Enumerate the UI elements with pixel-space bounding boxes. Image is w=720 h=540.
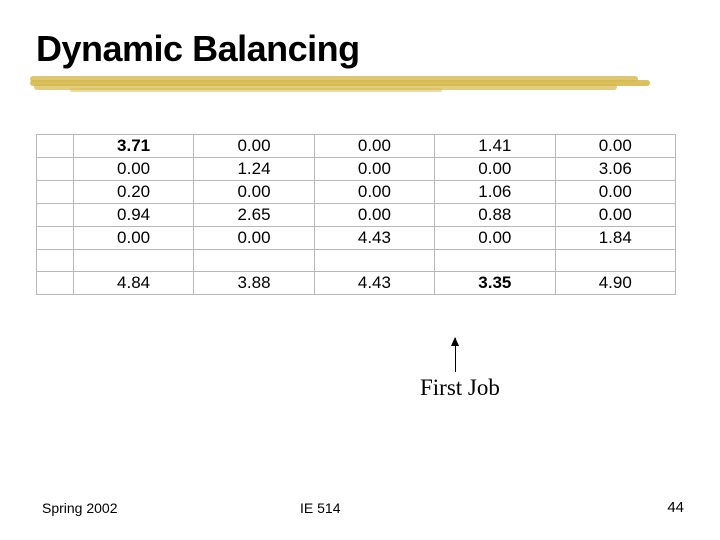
table-cell: 0.00 xyxy=(435,158,555,181)
table-cell: 0.00 xyxy=(73,158,193,181)
table-cell xyxy=(194,250,314,272)
slide: Dynamic Balancing 3.710.000.001.410.000.… xyxy=(0,0,720,540)
table-cell: 0.00 xyxy=(555,135,675,158)
table-cell-pad xyxy=(37,204,74,227)
table-cell-pad xyxy=(37,272,74,295)
annotation-label: First Job xyxy=(420,375,500,401)
table-cell: 4.43 xyxy=(314,227,434,250)
title-underline xyxy=(30,74,650,96)
table-cell: 0.00 xyxy=(194,181,314,204)
table-cell: 1.24 xyxy=(194,158,314,181)
table-cell xyxy=(314,250,434,272)
table-row: 0.200.000.001.060.00 xyxy=(37,181,676,204)
page-number: 44 xyxy=(667,499,684,516)
table-cell: 0.00 xyxy=(194,135,314,158)
table-cell xyxy=(555,250,675,272)
table-cell: 0.00 xyxy=(314,135,434,158)
footer-center: IE 514 xyxy=(300,500,340,516)
table-cell: 0.00 xyxy=(314,204,434,227)
table-cell: 4.90 xyxy=(555,272,675,295)
table-cell: 4.84 xyxy=(73,272,193,295)
data-table-wrap: 3.710.000.001.410.000.001.240.000.003.06… xyxy=(36,134,684,295)
data-table: 3.710.000.001.410.000.001.240.000.003.06… xyxy=(36,134,676,295)
table-cell-pad xyxy=(37,135,74,158)
table-cell: 1.41 xyxy=(435,135,555,158)
table-cell: 4.43 xyxy=(314,272,434,295)
table-cell-pad xyxy=(37,181,74,204)
table-cell: 0.00 xyxy=(555,204,675,227)
table-row: 0.001.240.000.003.06 xyxy=(37,158,676,181)
table-cell: 2.65 xyxy=(194,204,314,227)
table-cell-pad xyxy=(37,250,74,272)
table-cell-pad xyxy=(37,158,74,181)
table-cell: 3.35 xyxy=(435,272,555,295)
table-cell: 0.00 xyxy=(314,158,434,181)
slide-title: Dynamic Balancing xyxy=(36,28,684,70)
table-row: 4.843.884.433.354.90 xyxy=(37,272,676,295)
table-row: 0.000.004.430.001.84 xyxy=(37,227,676,250)
footer-left: Spring 2002 xyxy=(42,500,118,516)
table-cell-pad xyxy=(37,227,74,250)
table-cell: 3.06 xyxy=(555,158,675,181)
table-cell xyxy=(435,250,555,272)
table-cell: 3.71 xyxy=(73,135,193,158)
table-row xyxy=(37,250,676,272)
table-cell: 0.20 xyxy=(73,181,193,204)
table-cell: 3.88 xyxy=(194,272,314,295)
arrow-icon xyxy=(455,338,456,372)
table-cell: 0.00 xyxy=(314,181,434,204)
table-cell xyxy=(73,250,193,272)
table-cell: 0.88 xyxy=(435,204,555,227)
brush-stroke xyxy=(70,88,442,92)
table-cell: 0.00 xyxy=(435,227,555,250)
table-cell: 1.84 xyxy=(555,227,675,250)
table-cell: 1.06 xyxy=(435,181,555,204)
table-row: 0.942.650.000.880.00 xyxy=(37,204,676,227)
table-cell: 0.00 xyxy=(73,227,193,250)
table-row: 3.710.000.001.410.00 xyxy=(37,135,676,158)
table-cell: 0.00 xyxy=(555,181,675,204)
table-cell: 0.94 xyxy=(73,204,193,227)
table-cell: 0.00 xyxy=(194,227,314,250)
